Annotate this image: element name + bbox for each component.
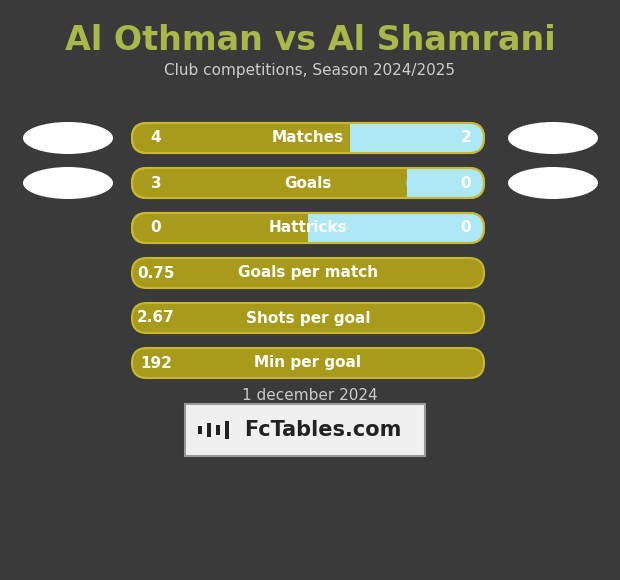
Text: Min per goal: Min per goal [254,356,361,371]
Text: 2.67: 2.67 [137,310,175,325]
FancyBboxPatch shape [407,168,436,198]
Text: 192: 192 [140,356,172,371]
Text: Goals: Goals [285,176,332,190]
Text: 0: 0 [151,220,161,235]
FancyBboxPatch shape [132,258,484,288]
Text: Shots per goal: Shots per goal [246,310,370,325]
Text: Goals per match: Goals per match [238,266,378,281]
Text: Club competitions, Season 2024/2025: Club competitions, Season 2024/2025 [164,63,456,78]
Text: 0.75: 0.75 [137,266,175,281]
FancyBboxPatch shape [132,168,484,198]
FancyBboxPatch shape [207,423,211,437]
Text: Matches: Matches [272,130,344,146]
Text: Hattricks: Hattricks [268,220,347,235]
Text: 1 december 2024: 1 december 2024 [242,387,378,403]
FancyBboxPatch shape [185,404,425,456]
FancyBboxPatch shape [132,303,484,333]
Text: 4: 4 [151,130,161,146]
Text: FcTables.com: FcTables.com [244,420,402,440]
FancyBboxPatch shape [350,123,380,153]
FancyBboxPatch shape [132,123,484,153]
FancyBboxPatch shape [350,123,484,153]
FancyBboxPatch shape [198,426,202,434]
Ellipse shape [508,122,598,154]
FancyBboxPatch shape [216,425,220,435]
Text: 2: 2 [461,130,471,146]
Ellipse shape [23,122,113,154]
FancyBboxPatch shape [132,213,484,243]
Ellipse shape [508,167,598,199]
Text: 0: 0 [461,176,471,190]
Text: 0: 0 [461,220,471,235]
Ellipse shape [23,167,113,199]
FancyBboxPatch shape [225,421,229,439]
FancyBboxPatch shape [308,213,484,243]
FancyBboxPatch shape [407,168,484,198]
FancyBboxPatch shape [308,213,338,243]
FancyBboxPatch shape [132,348,484,378]
Text: Al Othman vs Al Shamrani: Al Othman vs Al Shamrani [64,24,556,56]
Text: 3: 3 [151,176,161,190]
